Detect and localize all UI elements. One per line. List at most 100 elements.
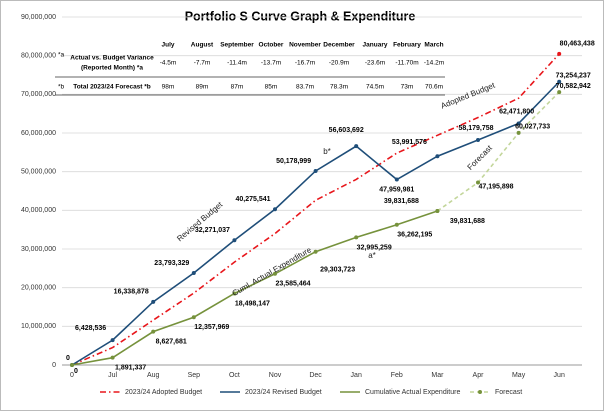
legend-label: 2023/24 Revised Budget bbox=[245, 389, 322, 396]
y-tick-label: 20,000,000 bbox=[21, 285, 56, 292]
annotation: b* bbox=[323, 147, 331, 156]
table-header: July bbox=[161, 42, 174, 49]
series-line bbox=[71, 210, 438, 366]
point bbox=[557, 79, 562, 84]
legend-marker bbox=[478, 390, 482, 394]
point bbox=[476, 138, 480, 143]
point bbox=[273, 271, 277, 276]
table-row-label: Actual vs. Budget Variance bbox=[70, 55, 154, 62]
x-tick-label: Dec bbox=[309, 372, 322, 379]
data-label: 39,831,688 bbox=[450, 218, 485, 225]
point bbox=[191, 270, 196, 275]
point bbox=[354, 235, 359, 240]
table-header: October bbox=[259, 42, 284, 49]
data-label: 47,959,981 bbox=[379, 186, 414, 193]
table-cell: -7.7m bbox=[194, 60, 211, 67]
data-label: 29,303,723 bbox=[320, 267, 355, 274]
point bbox=[435, 208, 440, 213]
series-line bbox=[71, 53, 560, 366]
y-tick-label: 80,000,000 bbox=[21, 53, 56, 60]
table-cell: 83.7m bbox=[296, 84, 314, 91]
table-cell: 70.6m bbox=[425, 84, 443, 91]
point bbox=[394, 222, 399, 227]
x-tick-label: Jan bbox=[351, 372, 362, 379]
data-label: 60,027,733 bbox=[515, 124, 550, 131]
table-cell: 73m bbox=[401, 84, 414, 91]
y-tick-label: 50,000,000 bbox=[21, 169, 56, 176]
data-label: 56,603,692 bbox=[329, 127, 364, 134]
y-tick-label: 10,000,000 bbox=[21, 323, 56, 330]
data-label: 23,585,464 bbox=[275, 281, 310, 288]
data-label: 36,262,195 bbox=[397, 232, 432, 239]
point bbox=[313, 168, 318, 173]
y-tick-label: 70,000,000 bbox=[21, 91, 56, 98]
x-tick-label: Aug bbox=[147, 372, 160, 379]
table-cell: 78.3m bbox=[330, 84, 348, 91]
table-key: *a bbox=[58, 52, 65, 59]
point bbox=[516, 121, 521, 126]
point bbox=[557, 90, 562, 95]
table-key: *b bbox=[58, 84, 65, 91]
data-label: 6,428,536 bbox=[75, 325, 106, 332]
point bbox=[435, 154, 440, 159]
table-cell: -16.7m bbox=[295, 60, 315, 67]
table-cell: -4.5m bbox=[160, 60, 177, 67]
x-tick-label: Feb bbox=[391, 372, 403, 379]
legend-label: 2023/24 Adopted Budget bbox=[125, 389, 202, 396]
annotation: a* bbox=[368, 251, 376, 260]
point bbox=[191, 315, 196, 320]
data-label: 70,582,942 bbox=[556, 83, 591, 90]
data-label: 32,995,259 bbox=[357, 244, 392, 251]
end-point bbox=[557, 51, 562, 56]
x-tick-label: 0 bbox=[70, 372, 74, 379]
table-header: January bbox=[363, 42, 388, 49]
table-cell: -14.2m bbox=[424, 60, 444, 67]
data-label: 1,891,337 bbox=[115, 365, 146, 372]
y-tick-label: 40,000,000 bbox=[21, 207, 56, 214]
point bbox=[354, 144, 359, 149]
table-header: March bbox=[424, 42, 443, 49]
x-tick-label: Apr bbox=[473, 372, 485, 379]
y-tick-label: 60,000,000 bbox=[21, 130, 56, 137]
point bbox=[151, 299, 156, 304]
table-cell: 85m bbox=[265, 84, 278, 91]
table-header: November bbox=[289, 42, 321, 49]
point bbox=[70, 363, 74, 367]
legend-label: Cumulative Actual Expenditure bbox=[365, 389, 460, 396]
table-header: August bbox=[191, 42, 214, 49]
x-tick-label: Jun bbox=[554, 372, 565, 379]
table-cell: 98m bbox=[162, 84, 175, 91]
table-cell: 87m bbox=[231, 84, 244, 91]
table-cell: -13.7m bbox=[261, 60, 281, 67]
data-label: 32,271,037 bbox=[195, 227, 230, 234]
point bbox=[232, 291, 237, 296]
x-tick-label: Nov bbox=[269, 372, 282, 379]
x-tick-label: Sep bbox=[188, 372, 201, 379]
data-label: 53,991,576 bbox=[392, 139, 427, 146]
table-cell: -11.4m bbox=[227, 60, 247, 67]
point bbox=[394, 177, 399, 182]
table-cell: 89m bbox=[196, 84, 209, 91]
data-label: 40,275,541 bbox=[235, 196, 270, 203]
point bbox=[273, 207, 277, 212]
point bbox=[110, 355, 115, 360]
x-tick-label: Oct bbox=[229, 372, 240, 379]
table-cell: -20.9m bbox=[329, 60, 349, 67]
table-header: September bbox=[220, 42, 254, 49]
point bbox=[516, 130, 521, 135]
table-header: December bbox=[323, 42, 355, 49]
data-label: 16,338,878 bbox=[114, 289, 149, 296]
table-cell: -11.70m bbox=[395, 60, 418, 67]
y-tick-label: 90,000,000 bbox=[21, 14, 56, 21]
y-tick-label: 0 bbox=[52, 362, 56, 369]
table-header: February bbox=[393, 42, 421, 49]
x-tick-label: Jul bbox=[108, 372, 117, 379]
x-tick-label: Mar bbox=[431, 372, 444, 379]
data-label: 8,627,681 bbox=[156, 338, 187, 345]
data-label: 39,831,688 bbox=[384, 198, 419, 205]
table-row-label: (Reported Month) *a bbox=[81, 65, 143, 72]
data-label: 18,498,147 bbox=[235, 300, 270, 307]
data-label: 47,195,898 bbox=[478, 183, 513, 190]
data-label: 80,463,438 bbox=[560, 41, 595, 48]
